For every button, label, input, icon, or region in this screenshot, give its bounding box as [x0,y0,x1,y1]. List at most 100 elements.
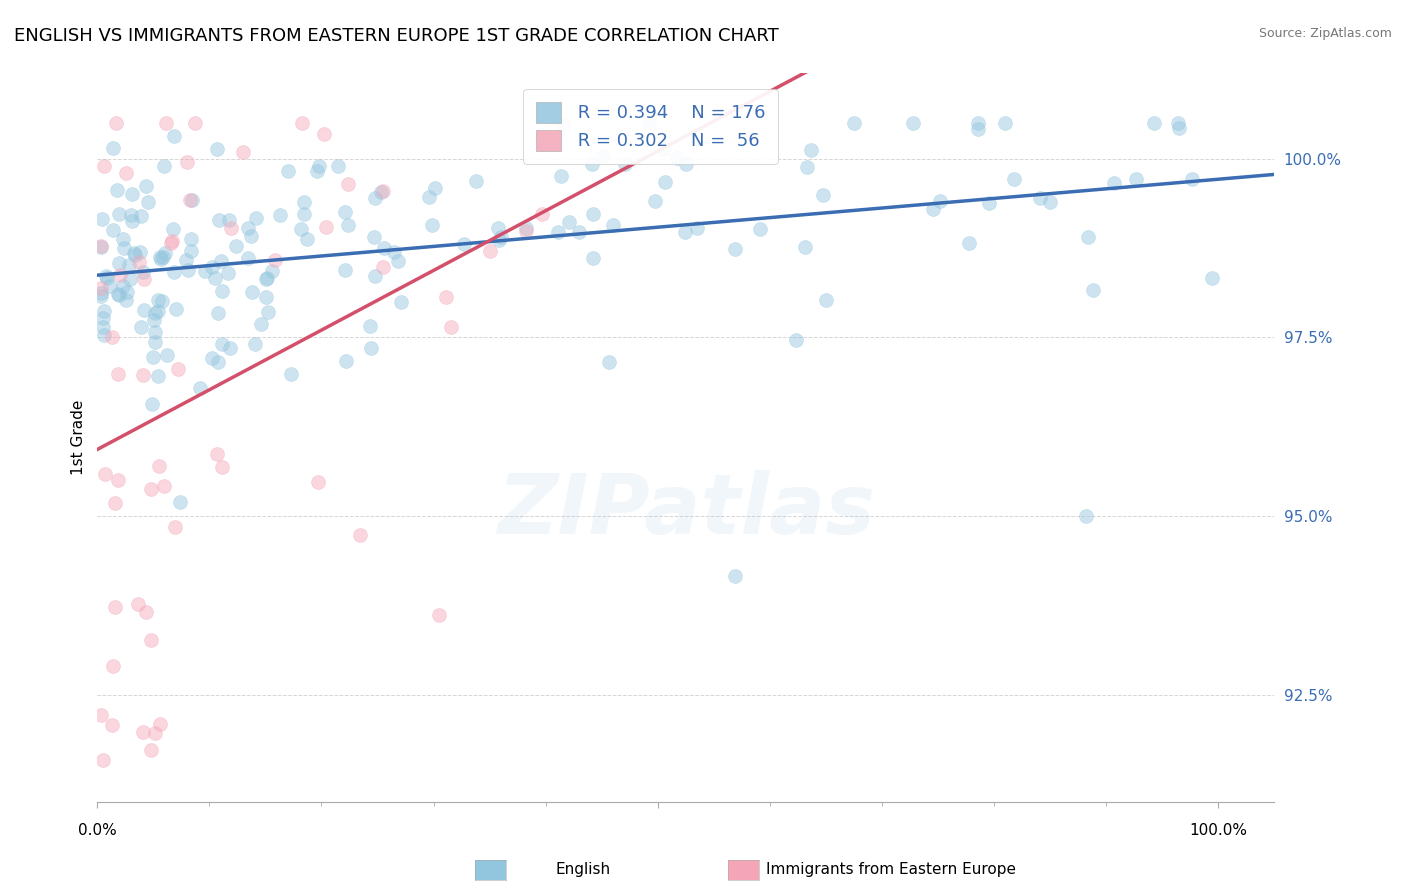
Point [254,271,277,285]
Point [312,127,335,141]
Point [211,459,233,474]
Point [254,290,277,304]
Point [280,368,302,382]
Point [292,207,315,221]
Point [105,183,128,197]
Point [602,218,624,232]
Y-axis label: 1st Grade: 1st Grade [72,400,86,475]
Point [547,225,569,239]
Point [440,320,463,334]
Point [489,229,512,244]
Point [333,262,356,277]
Point [359,319,381,334]
Point [180,244,202,258]
Point [1077,229,1099,244]
Text: ENGLISH VS IMMIGRANTS FROM EASTERN EUROPE 1ST GRADE CORRELATION CHART: ENGLISH VS IMMIGRANTS FROM EASTERN EUROP… [14,27,779,45]
Point [160,234,183,248]
Point [150,293,173,308]
Point [307,475,329,489]
Point [205,143,228,157]
Point [211,337,233,351]
Point [453,237,475,252]
Point [115,293,138,308]
Point [211,285,233,299]
Point [107,473,129,487]
Point [148,459,170,474]
Point [188,381,211,395]
Point [160,236,183,251]
Point [118,272,141,286]
Point [142,350,165,364]
Point [194,264,217,278]
Point [152,159,174,173]
Point [124,248,146,262]
Point [1167,120,1189,135]
Point [115,285,138,300]
Point [749,222,772,236]
Point [335,354,357,368]
Point [207,354,229,368]
Point [240,285,263,300]
Point [218,213,240,227]
Point [107,367,129,381]
Point [179,194,201,208]
Point [90,281,112,295]
Point [434,290,457,304]
Point [127,597,149,611]
Point [550,169,572,184]
Point [666,151,689,165]
Point [427,607,450,622]
Point [204,270,226,285]
Point [201,260,224,275]
Point [101,330,124,344]
Point [181,194,204,208]
Point [217,266,239,280]
Point [370,185,392,199]
Point [155,116,177,130]
Point [794,240,817,254]
Point [107,286,129,301]
Point [305,163,328,178]
Text: 100.0%: 100.0% [1189,823,1247,838]
Point [842,116,865,130]
Point [245,211,267,225]
Point [290,222,312,236]
Point [90,289,112,303]
Point [90,708,112,723]
Point [174,253,197,268]
Point [165,302,187,317]
Point [256,271,278,285]
Point [148,368,170,383]
Point [169,495,191,509]
Point [638,116,661,130]
Point [250,317,273,331]
Point [142,313,165,327]
Point [135,605,157,619]
Point [232,145,254,160]
Point [165,520,187,534]
Point [977,196,1000,211]
Point [292,195,315,210]
Point [104,496,127,510]
Point [800,143,823,157]
Point [134,272,156,286]
Point [128,255,150,269]
Point [291,116,314,130]
Point [675,157,697,171]
Point [1102,176,1125,190]
Point [143,325,166,339]
Point [308,159,330,173]
Point [553,119,575,133]
Point [297,232,319,246]
Point [811,188,834,202]
Point [107,256,129,270]
Point [90,240,112,254]
Point [724,568,747,582]
Point [531,207,554,221]
Point [149,252,172,266]
Point [105,116,128,130]
Point [673,226,696,240]
Point [153,479,176,493]
Point [149,716,172,731]
Point [163,265,186,279]
